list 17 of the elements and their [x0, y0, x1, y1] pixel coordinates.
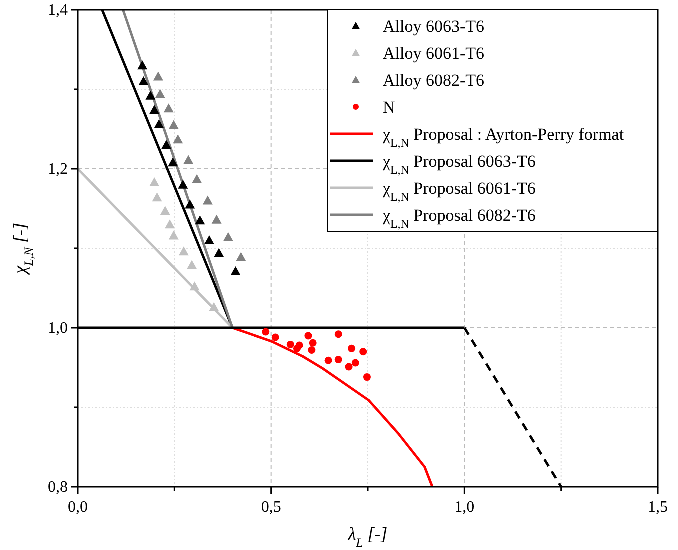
y-tick-label: 1,4	[48, 2, 68, 19]
x-axis-title: λ$_{L}$ [-]	[347, 524, 388, 550]
y-tick-label: 1,2	[48, 161, 68, 178]
y-tick-label: 0,8	[48, 479, 68, 496]
legend-label: χ$_{L,N}$ Proposal : Ayrton-Perry format	[382, 125, 624, 150]
legend-label: χ$_{L,N}$ Proposal 6082-T6	[382, 206, 536, 231]
y-tick-label: 1,0	[48, 320, 68, 337]
legend-label: Alloy 6082-T6	[383, 71, 485, 90]
x-tick-label: 1,5	[648, 499, 668, 516]
legend-label: Alloy 6061-T6	[383, 44, 485, 63]
x-tick-label: 0,5	[261, 499, 282, 516]
legend-label: χ$_{L,N}$ Proposal 6061-T6	[382, 179, 536, 204]
legend-label: Alloy 6063-T6	[383, 17, 485, 36]
legend-label: N	[383, 98, 396, 117]
x-tick-label: 0,0	[68, 499, 88, 516]
x-tick-label: 1,0	[454, 499, 475, 516]
legend-label: χ$_{L,N}$ Proposal 6063-T6	[382, 152, 536, 177]
